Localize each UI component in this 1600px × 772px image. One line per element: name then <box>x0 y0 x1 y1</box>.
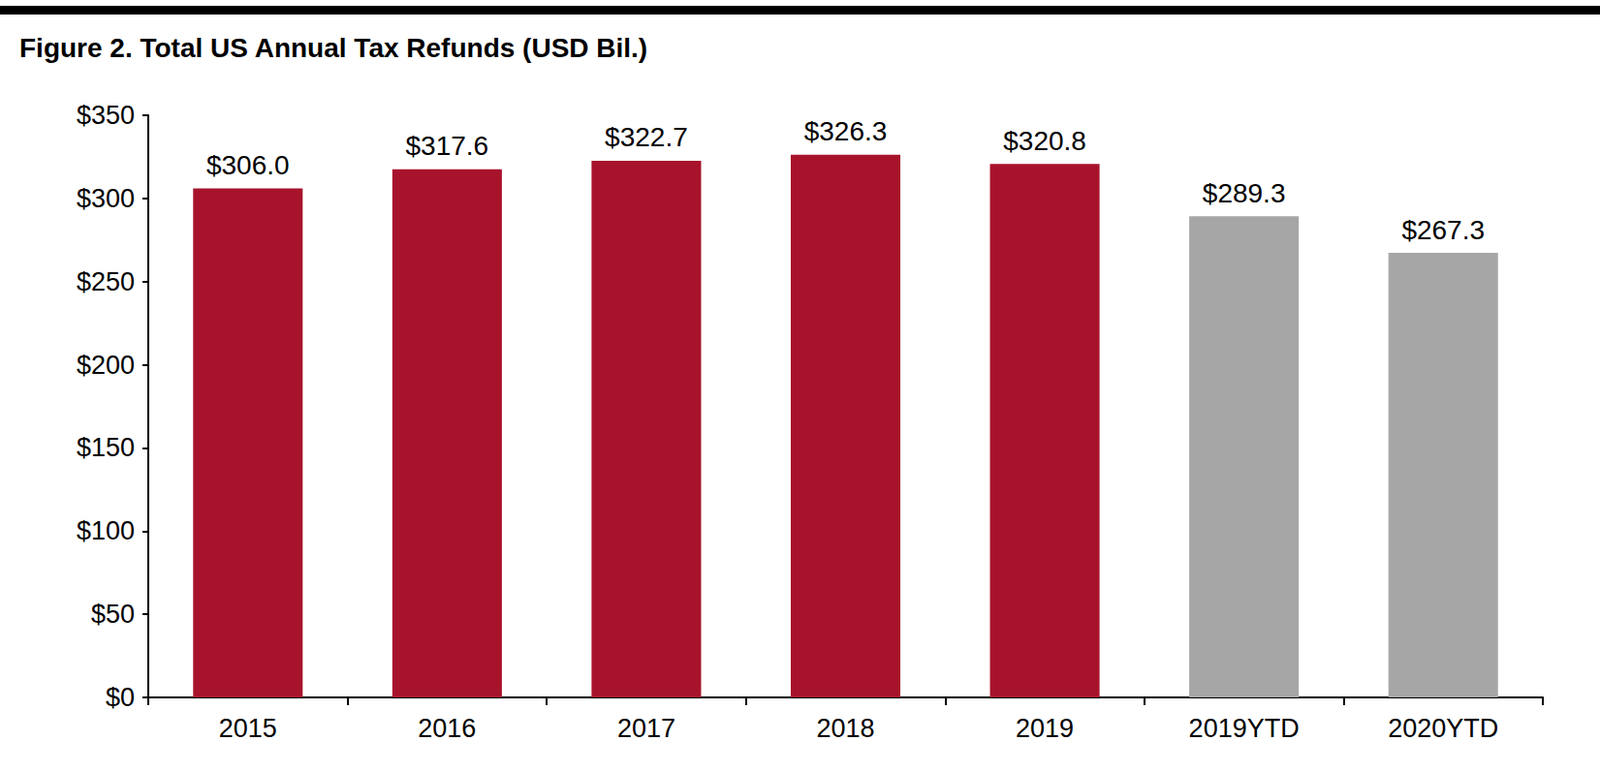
svg-text:2015: 2015 <box>219 714 278 744</box>
svg-text:$150: $150 <box>76 433 135 463</box>
svg-text:$289.3: $289.3 <box>1202 178 1287 209</box>
svg-text:$306.0: $306.0 <box>206 150 290 181</box>
svg-text:Figure 2. Total US Annual Tax: Figure 2. Total US Annual Tax Refunds (U… <box>19 32 648 63</box>
svg-text:$326.3: $326.3 <box>804 116 888 147</box>
svg-text:$320.8: $320.8 <box>1003 125 1087 157</box>
svg-text:2018: 2018 <box>815 714 875 744</box>
svg-text:$267.3: $267.3 <box>1401 215 1485 246</box>
svg-text:$100: $100 <box>76 516 135 546</box>
svg-text:$350: $350 <box>76 100 135 130</box>
svg-text:2016: 2016 <box>417 714 476 744</box>
svg-text:2020YTD: 2020YTD <box>1387 714 1499 744</box>
svg-text:2019YTD: 2019YTD <box>1189 714 1300 744</box>
svg-text:2019: 2019 <box>1015 714 1074 744</box>
svg-text:2017: 2017 <box>617 714 676 744</box>
svg-text:$300: $300 <box>76 184 135 214</box>
svg-text:$50: $50 <box>91 599 135 629</box>
svg-text:$250: $250 <box>76 267 135 297</box>
svg-text:$322.7: $322.7 <box>604 122 689 153</box>
svg-text:$200: $200 <box>76 350 135 380</box>
svg-text:$317.6: $317.6 <box>406 130 490 161</box>
svg-text:$0: $0 <box>105 683 135 713</box>
